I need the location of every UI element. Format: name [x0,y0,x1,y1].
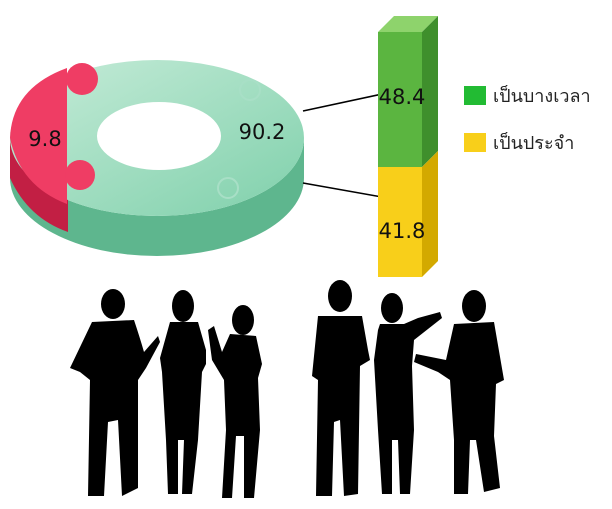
puzzle-bump-green [217,177,239,199]
people-silhouettes [70,280,504,498]
donut-side [10,138,304,256]
column-bar-regular-front [378,167,422,277]
connector-line [302,93,383,112]
legend-label-part-time: เป็นบางเวลา [493,86,591,107]
column-label-regular: 41.8 [379,219,426,243]
silhouette-woman-2 [208,305,262,498]
silhouette-woman-1 [160,290,206,494]
legend-item-part-time: เป็นบางเวลา [464,81,591,110]
legend-swatch-regular [464,133,486,152]
silhouette-man-2 [312,280,370,496]
silhouette-man-1 [70,289,160,496]
column-label-part-time: 48.4 [379,85,426,109]
puzzle-bump [65,160,95,190]
column-top-face [378,16,438,32]
donut-slice-red [10,68,67,204]
puzzle-bump [66,63,98,95]
connector-lines [302,93,383,198]
silhouette-woman-3 [374,293,442,494]
connector-line [302,182,383,198]
donut-label-red: 9.8 [28,127,61,151]
legend-item-regular: เป็นประจำ [464,128,574,157]
column-bar-regular-side [422,151,438,277]
puzzle-bump-green [239,79,261,101]
stacked-column-chart: 48.4 41.8 [378,16,438,277]
column-bar-part-time-side [422,16,438,167]
donut-chart: 90.2 9.8 [10,60,304,256]
silhouette-man-3 [414,290,504,494]
legend-label-regular: เป็นประจำ [493,133,575,154]
column-bar-part-time-front [378,32,422,167]
legend-swatch-part-time [464,86,486,105]
donut-label-green: 90.2 [239,120,286,144]
